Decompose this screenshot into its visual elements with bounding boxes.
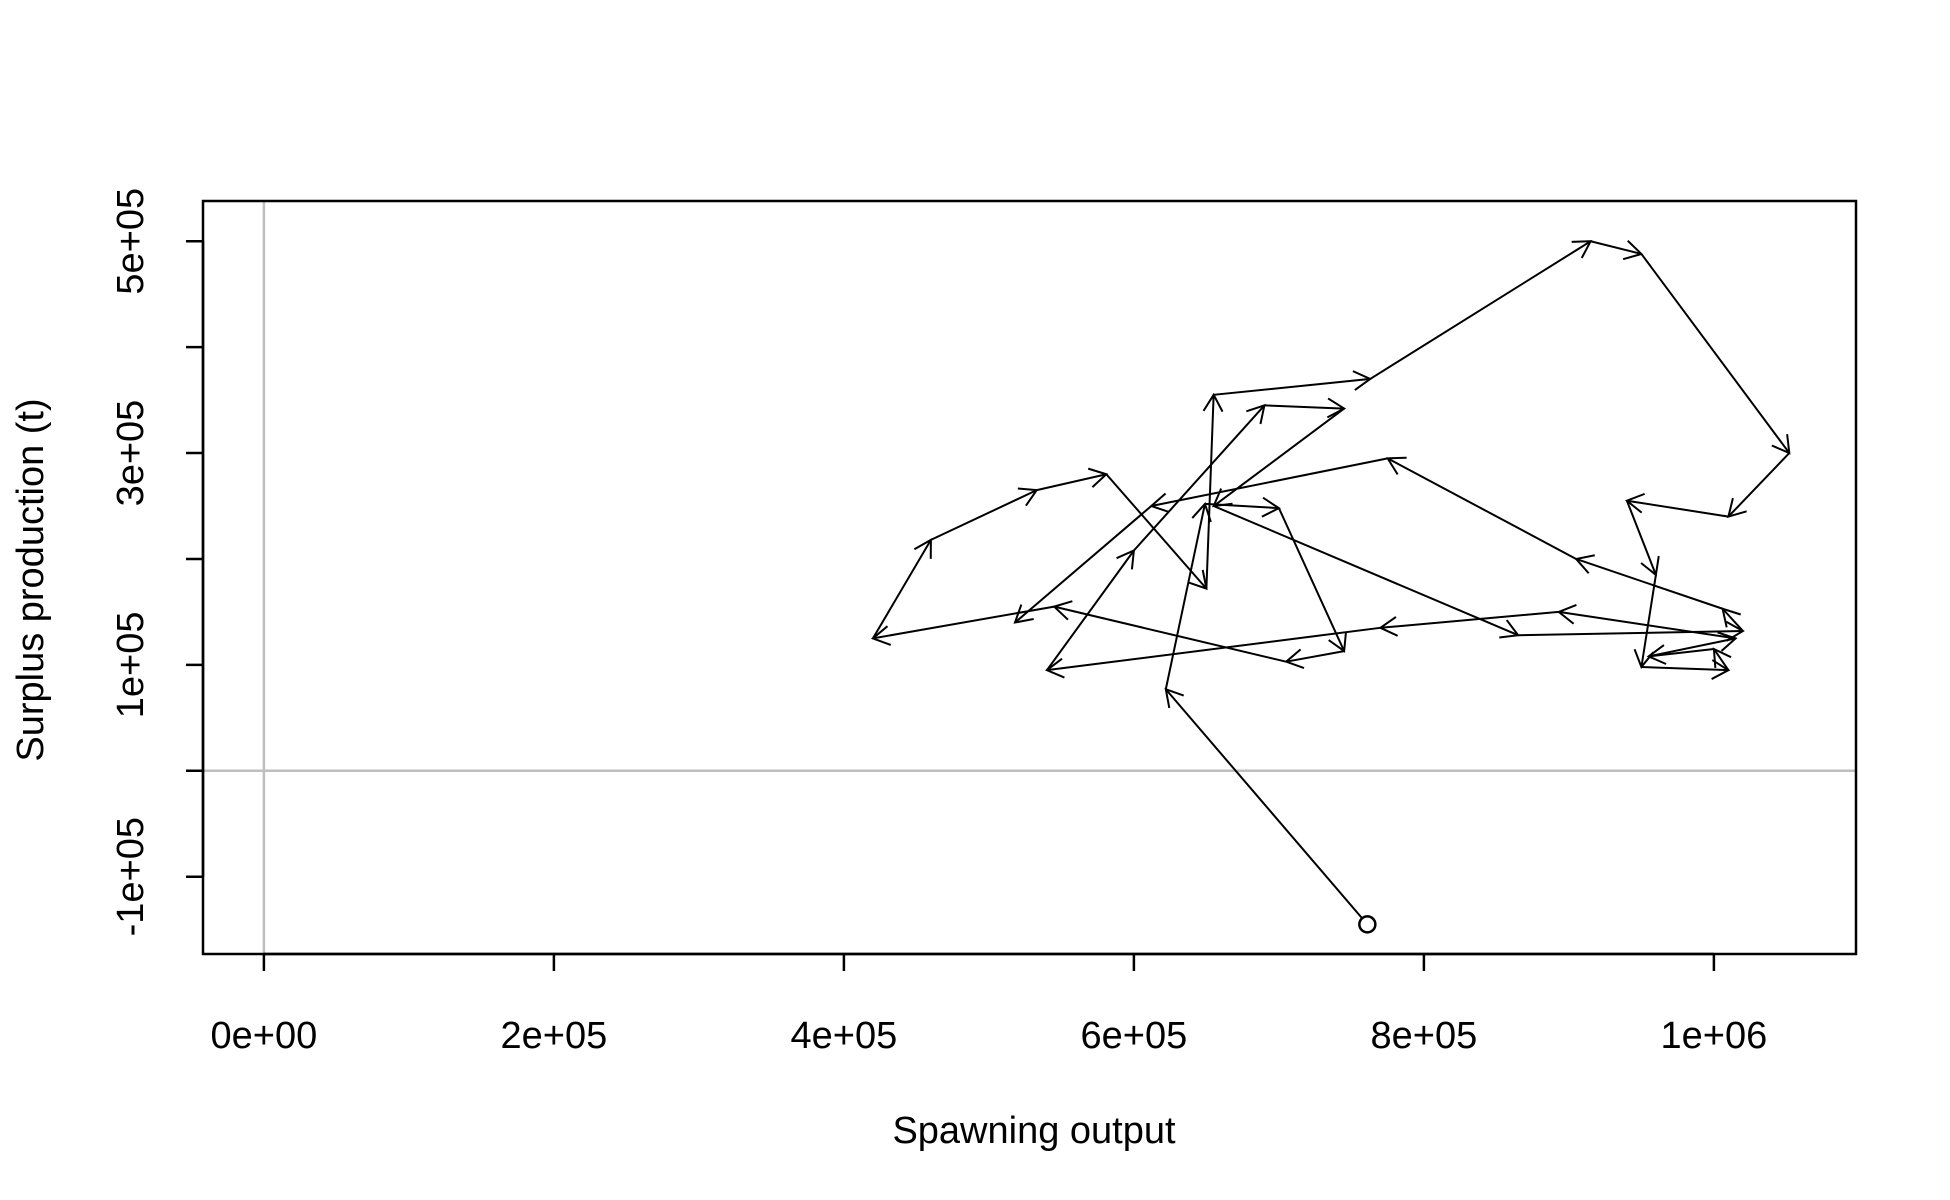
x-axis-title: Spawning output: [892, 1110, 1176, 1152]
arrowhead: [1013, 604, 1034, 624]
trajectory-segment: [1727, 452, 1791, 518]
y-tick-label: 3e+05: [110, 400, 152, 507]
trajectory-segment: [1151, 457, 1388, 507]
trajectory-segment: [1205, 394, 1215, 589]
trajectory-segment: [1380, 610, 1559, 629]
trajectory-segment: [1046, 549, 1135, 671]
trajectory-segment: [872, 539, 932, 639]
x-tick-label: 2e+05: [501, 1015, 608, 1057]
trajectory-segment: [1713, 648, 1730, 671]
trajectory-segment: [930, 489, 1038, 541]
trajectory-segment: [1277, 507, 1346, 652]
trajectory-segment: [1164, 503, 1206, 690]
y-tick-label: 1e+05: [110, 612, 152, 719]
trajectory-segment: [1558, 610, 1736, 640]
trajectory-segment: [1640, 253, 1791, 454]
trajectory-segment: [1213, 505, 1519, 637]
trajectory-segment: [1014, 505, 1152, 624]
trajectory-segment: [1133, 404, 1266, 552]
trajectory-segment: [1165, 688, 1369, 925]
x-tick-label: 1e+06: [1661, 1015, 1768, 1057]
axes: 0e+00 2e+05 4e+05 6e+05 8e+05 1e+06 -1e+05 1e+0…: [110, 188, 1858, 1057]
trajectory-segment: [1640, 574, 1657, 668]
x-tick-label: 4e+05: [791, 1015, 898, 1057]
start-point-marker: [1358, 915, 1377, 934]
trajectory-segment: [1264, 404, 1345, 410]
trajectory-segment: [1105, 473, 1208, 590]
trajectory-segment: [1387, 457, 1577, 560]
x-tick-label: 8e+05: [1371, 1015, 1478, 1057]
trajectory-segment: [1641, 665, 1729, 672]
trajectory-segment: [1721, 608, 1744, 632]
trajectory-segment: [1285, 650, 1345, 663]
x-tick-label: 0e+00: [211, 1015, 318, 1057]
trajectory-segment: [1590, 240, 1642, 255]
trajectory-segment: [1575, 558, 1723, 610]
y-tick-label: 5e+05: [110, 188, 152, 295]
trajectory-segment: [872, 605, 1055, 640]
trajectory-segment: [1626, 499, 1729, 518]
y-tick-label: -1e+05: [110, 817, 152, 936]
trajectory-segment: [1648, 637, 1736, 658]
x-tick-label: 6e+05: [1081, 1015, 1188, 1057]
trajectory-segment: [1369, 240, 1592, 380]
trajectory-segment: [1213, 377, 1371, 396]
y-axis-title: Surplus production (t): [10, 398, 52, 761]
trajectory-series: [870, 240, 1791, 934]
trajectory-segment: [1518, 629, 1743, 637]
trajectory-segment: [1053, 605, 1287, 663]
reference-lines: [203, 201, 1856, 954]
trajectory-segment: [1625, 500, 1657, 576]
trajectory-segment: [1036, 473, 1107, 492]
trajectory-segment: [1046, 626, 1381, 672]
